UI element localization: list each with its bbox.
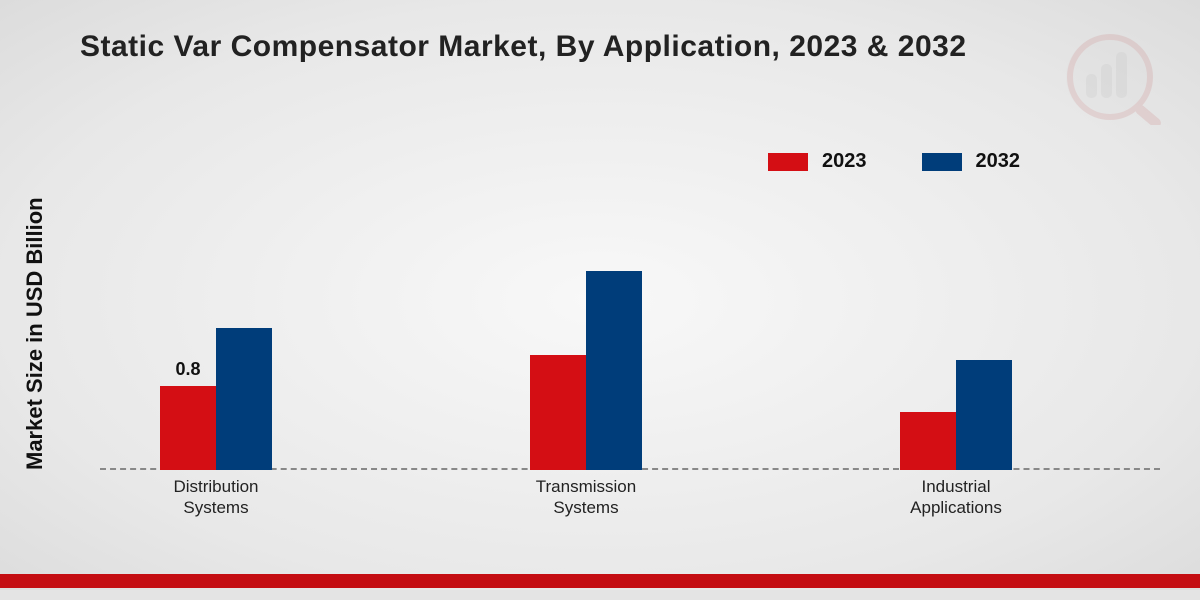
brand-watermark	[1060, 30, 1170, 130]
bar-2032	[216, 328, 272, 470]
bar-2023	[900, 412, 956, 470]
y-axis-label: Market Size in USD Billion	[22, 197, 48, 470]
chart-title: Static Var Compensator Market, By Applic…	[80, 30, 967, 64]
bar-2023	[160, 386, 216, 470]
bar-2032	[586, 271, 642, 471]
bar-2023	[530, 355, 586, 471]
bar-value-label: 0.8	[175, 359, 200, 380]
bar-group	[160, 328, 272, 470]
footer-under-band	[0, 590, 1200, 600]
bar-group	[900, 360, 1012, 470]
chart-plot-area: 0.8Distribution SystemsTransmission Syst…	[100, 120, 1160, 470]
bar-group	[530, 271, 642, 471]
footer-accent-band	[0, 574, 1200, 588]
bar-2032	[956, 360, 1012, 470]
